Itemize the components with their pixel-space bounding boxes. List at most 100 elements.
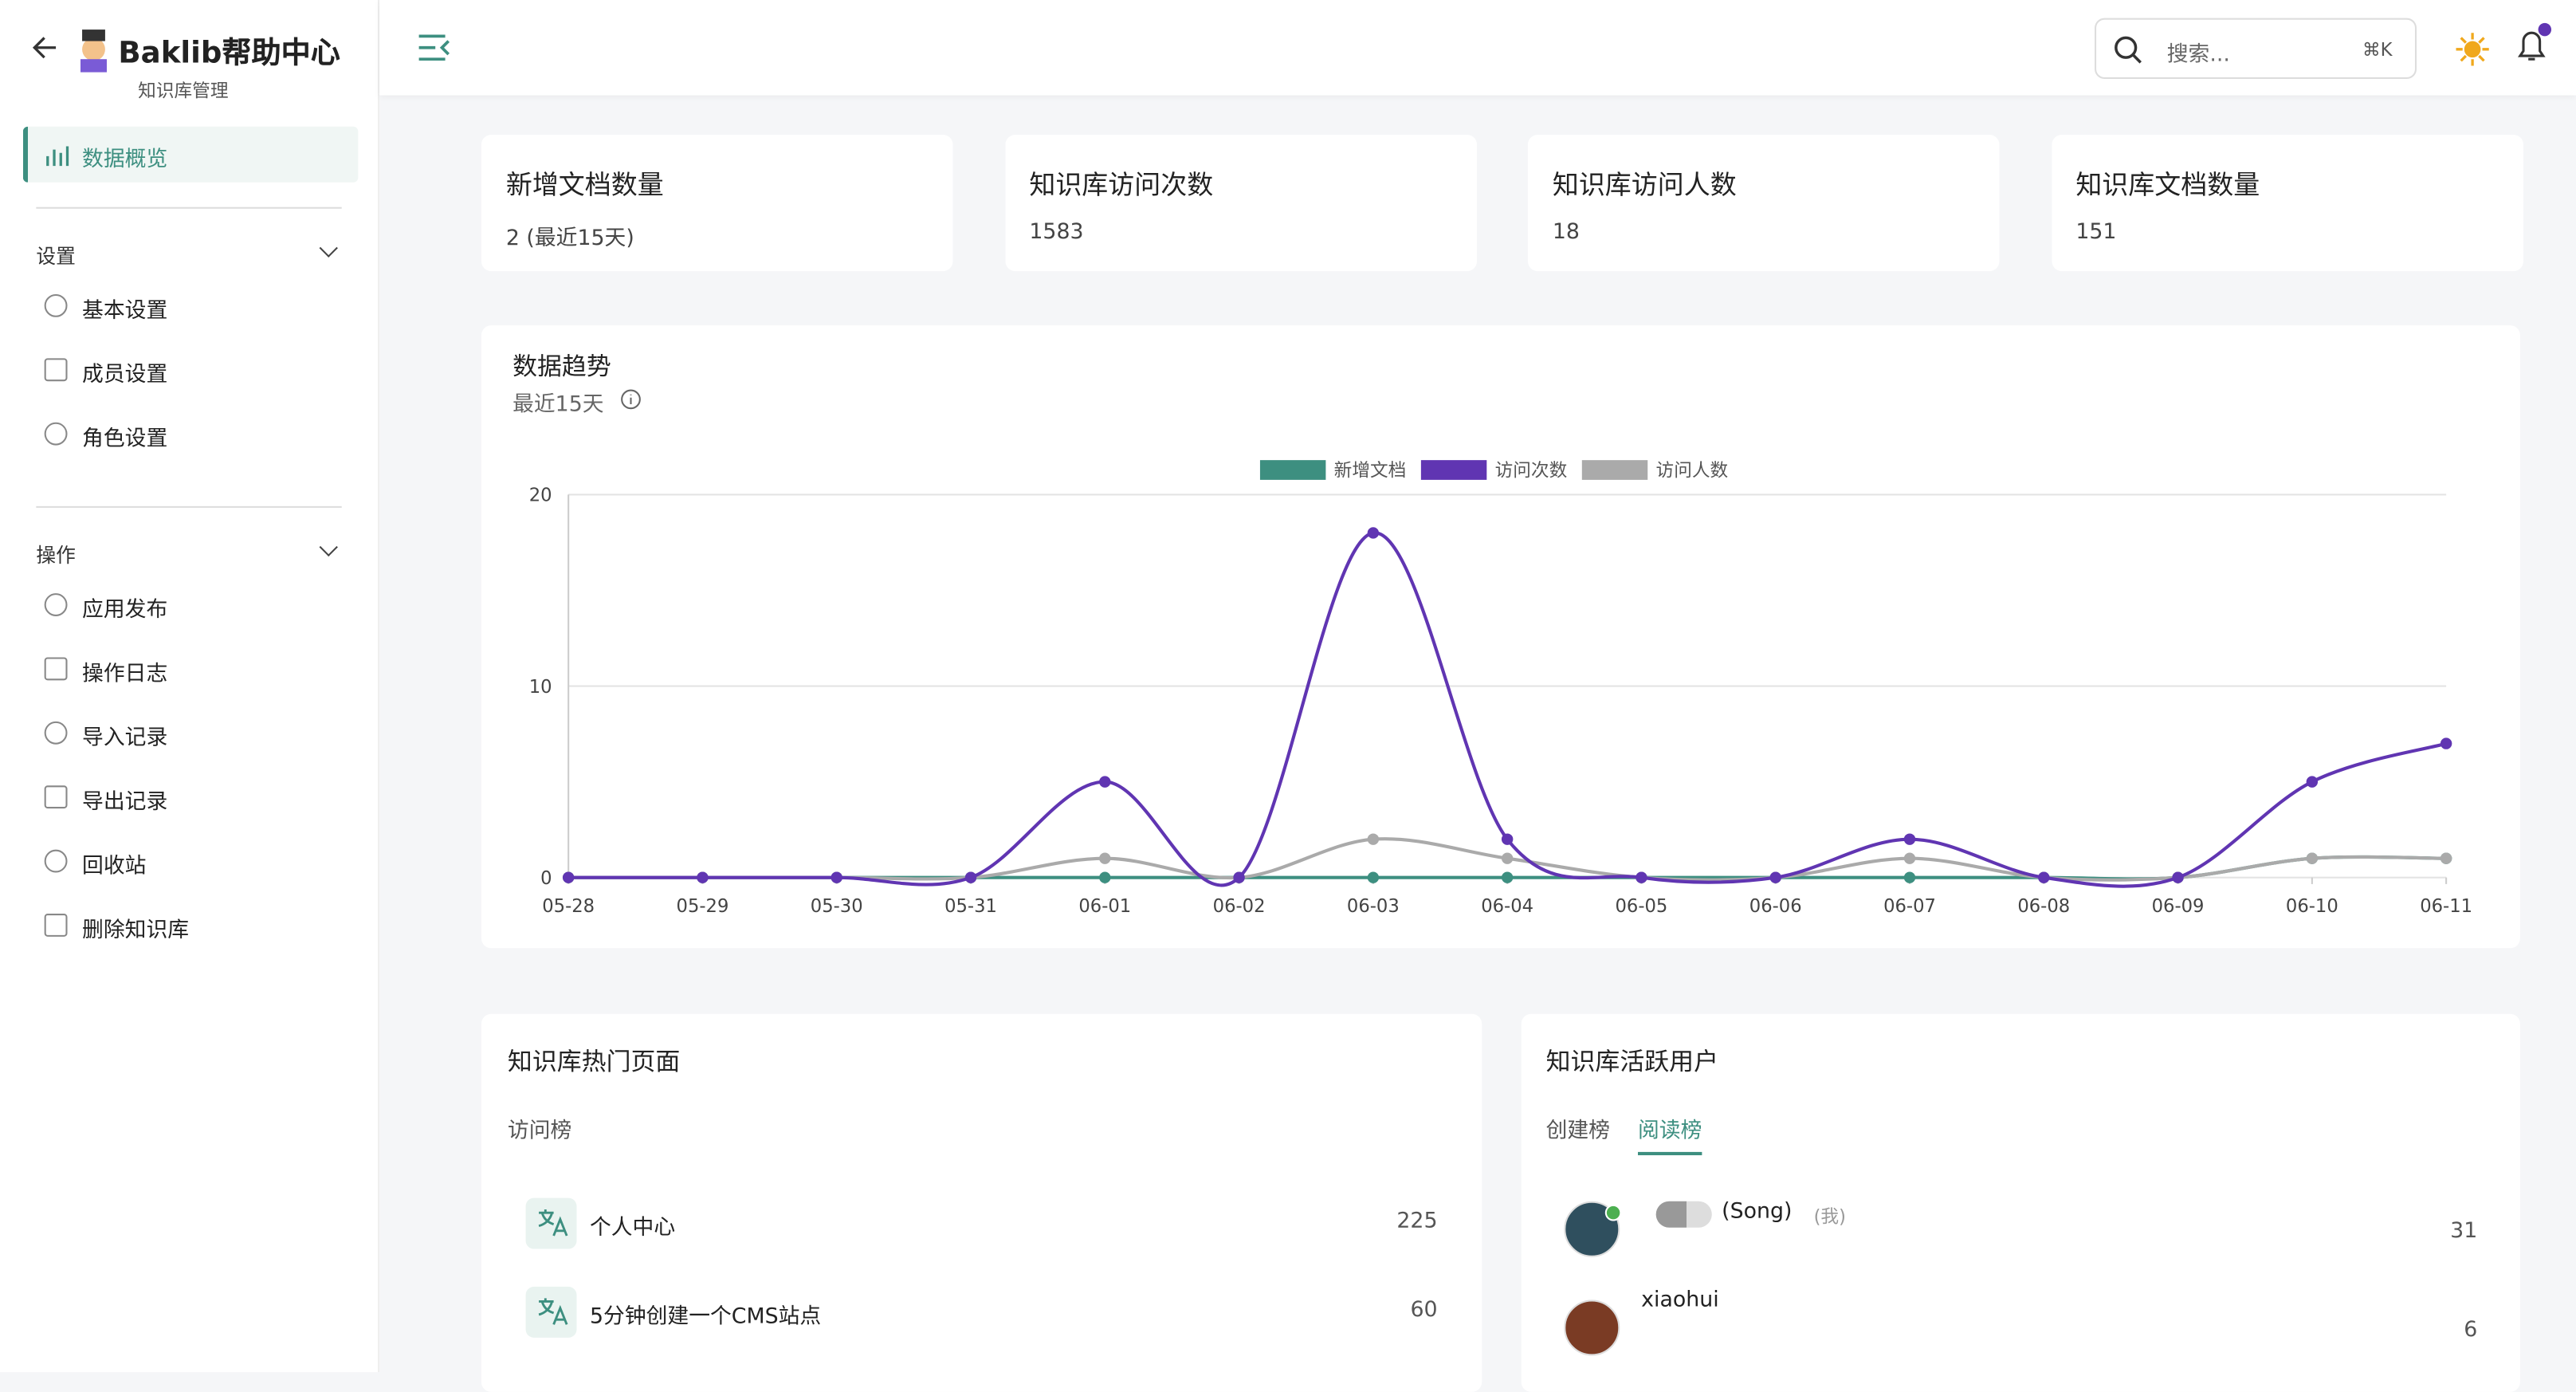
stat-value: 1583 [1029,220,1084,246]
point [562,871,575,883]
sidebar: Baklib帮助中心 知识库管理 数据概览 设置基本设置成员设置角色设置操作应用… [0,0,380,1373]
nav-active[interactable]: 数据概览 [22,126,359,183]
legend-swatch [1581,460,1648,480]
x-tick-label: 06-04 [1481,896,1533,917]
point [2172,871,2184,883]
section-heading[interactable]: 设置 [36,245,76,268]
page-count: 60 [1410,1298,1438,1323]
logo [80,29,107,73]
nav-item[interactable]: 基本设置 [82,299,168,324]
page-count: 225 [1396,1209,1438,1234]
stat-value: 18 [1552,220,1580,246]
page-icon [525,1197,577,1249]
y-tick-label: 0 [540,868,552,889]
stat-label: 新增文档数量 [505,169,664,201]
x-tick-label: 06-11 [2420,896,2472,917]
translate-icon [537,1298,567,1325]
point [1903,871,1916,883]
chart: 0 10 20 05-28 05-29 05-30 05-31 06-01 06-02 06-03… [529,460,2472,917]
nav-item[interactable]: 回收站 [82,854,147,879]
legend-label: 新增文档 [1334,461,1407,482]
stat-label: 知识库访问次数 [1029,169,1214,201]
x-tick-label: 06-01 [1078,896,1131,917]
legend-swatch [1420,460,1487,480]
chevron[interactable] [319,238,338,258]
nav-item[interactable]: 角色设置 [82,427,168,452]
nav-item[interactable]: 导出记录 [82,790,168,816]
tab-active[interactable]: 阅读榜 [1638,1112,1702,1156]
site-title: Baklib帮助中心 [118,36,340,71]
point [1099,852,1111,864]
info-icon[interactable] [619,387,642,411]
search-box[interactable]: 搜索... ⌘K [2095,18,2417,79]
chart-card: 数据趋势 最近15天 0 10 20 05-28 05-29 05-30 05-31 06-0… [481,325,2520,949]
back-icon[interactable] [29,33,59,62]
nav-icon [44,657,68,681]
nav-icon [44,422,68,446]
stat-card: 知识库访问人数 18 [1527,135,2000,272]
nav-item[interactable]: 操作日志 [82,662,168,687]
x-tick-label: 05-31 [944,896,997,917]
search-placeholder: 搜索... [2166,42,2230,68]
y-tick-label: 20 [529,486,552,506]
x-tick-label: 05-30 [811,896,863,917]
stat-card: 新增文档数量 2 (最近15天) [481,135,953,272]
point [831,871,842,883]
nav-icon [44,721,68,745]
shortcut: ⌘K [2362,39,2393,61]
legend-swatch [1259,460,1326,480]
page-title[interactable]: 5分钟创建一个CMS站点 [589,1304,822,1330]
stat-value: 2 (最近15天) [505,226,634,252]
point [1367,871,1380,883]
chevron[interactable] [319,537,338,557]
nav-icon [44,593,68,616]
user-name[interactable]: (Song) [1722,1199,1793,1225]
legend-label: 访问次数 [1495,461,1568,482]
nav-icon [44,914,68,937]
nav-icon [44,785,68,809]
point [2306,852,2319,864]
point [1501,852,1514,864]
x-tick-label: 06-07 [1883,896,1936,917]
x-tick-label: 06-10 [2286,896,2338,917]
user-count: 6 [2464,1318,2478,1343]
nav-item[interactable]: 删除知识库 [82,918,190,944]
nav-label: 数据概览 [82,147,168,173]
card-title: 知识库活跃用户 [1545,1046,1719,1077]
user-name[interactable]: xiaohui [1641,1288,1719,1313]
translate-icon [537,1209,567,1237]
card-title: 知识库热门页面 [507,1046,681,1077]
stat-card: 知识库文档数量 151 [2051,135,2523,272]
avatar [1564,1300,1620,1356]
point [1099,871,1111,883]
site-subtitle: 知识库管理 [138,80,229,102]
chart-icon [46,146,69,167]
collapse-icon[interactable] [415,33,451,62]
legend-label: 访问人数 [1656,461,1729,482]
point [2440,852,2452,864]
redacted [1655,1201,1712,1228]
tab[interactable]: 访问榜 [507,1119,572,1144]
nav-item[interactable]: 成员设置 [82,363,168,388]
x-tick-label: 05-28 [542,896,595,917]
x-tick-label: 06-05 [1616,896,1668,917]
nav-item[interactable]: 导入记录 [82,726,168,751]
point [2306,776,2319,788]
search-icon [2115,36,2142,64]
user-count: 31 [2450,1219,2478,1245]
point [1367,527,1380,539]
nav-item[interactable]: 应用发布 [82,598,168,623]
section-heading[interactable]: 操作 [36,544,76,568]
divider [36,505,342,508]
theme-icon[interactable] [2454,31,2490,67]
x-tick-label: 06-06 [1749,896,1802,917]
x-tick-label: 06-03 [1347,896,1400,917]
page-title[interactable]: 个人中心 [589,1216,676,1241]
stat-card: 知识库访问次数 1583 [1004,135,1476,272]
bell-icon[interactable] [2512,20,2552,66]
series-line [568,531,2447,888]
tab[interactable]: 创建榜 [1545,1119,1611,1144]
point [2440,737,2452,749]
stat-value: 151 [2075,220,2117,246]
